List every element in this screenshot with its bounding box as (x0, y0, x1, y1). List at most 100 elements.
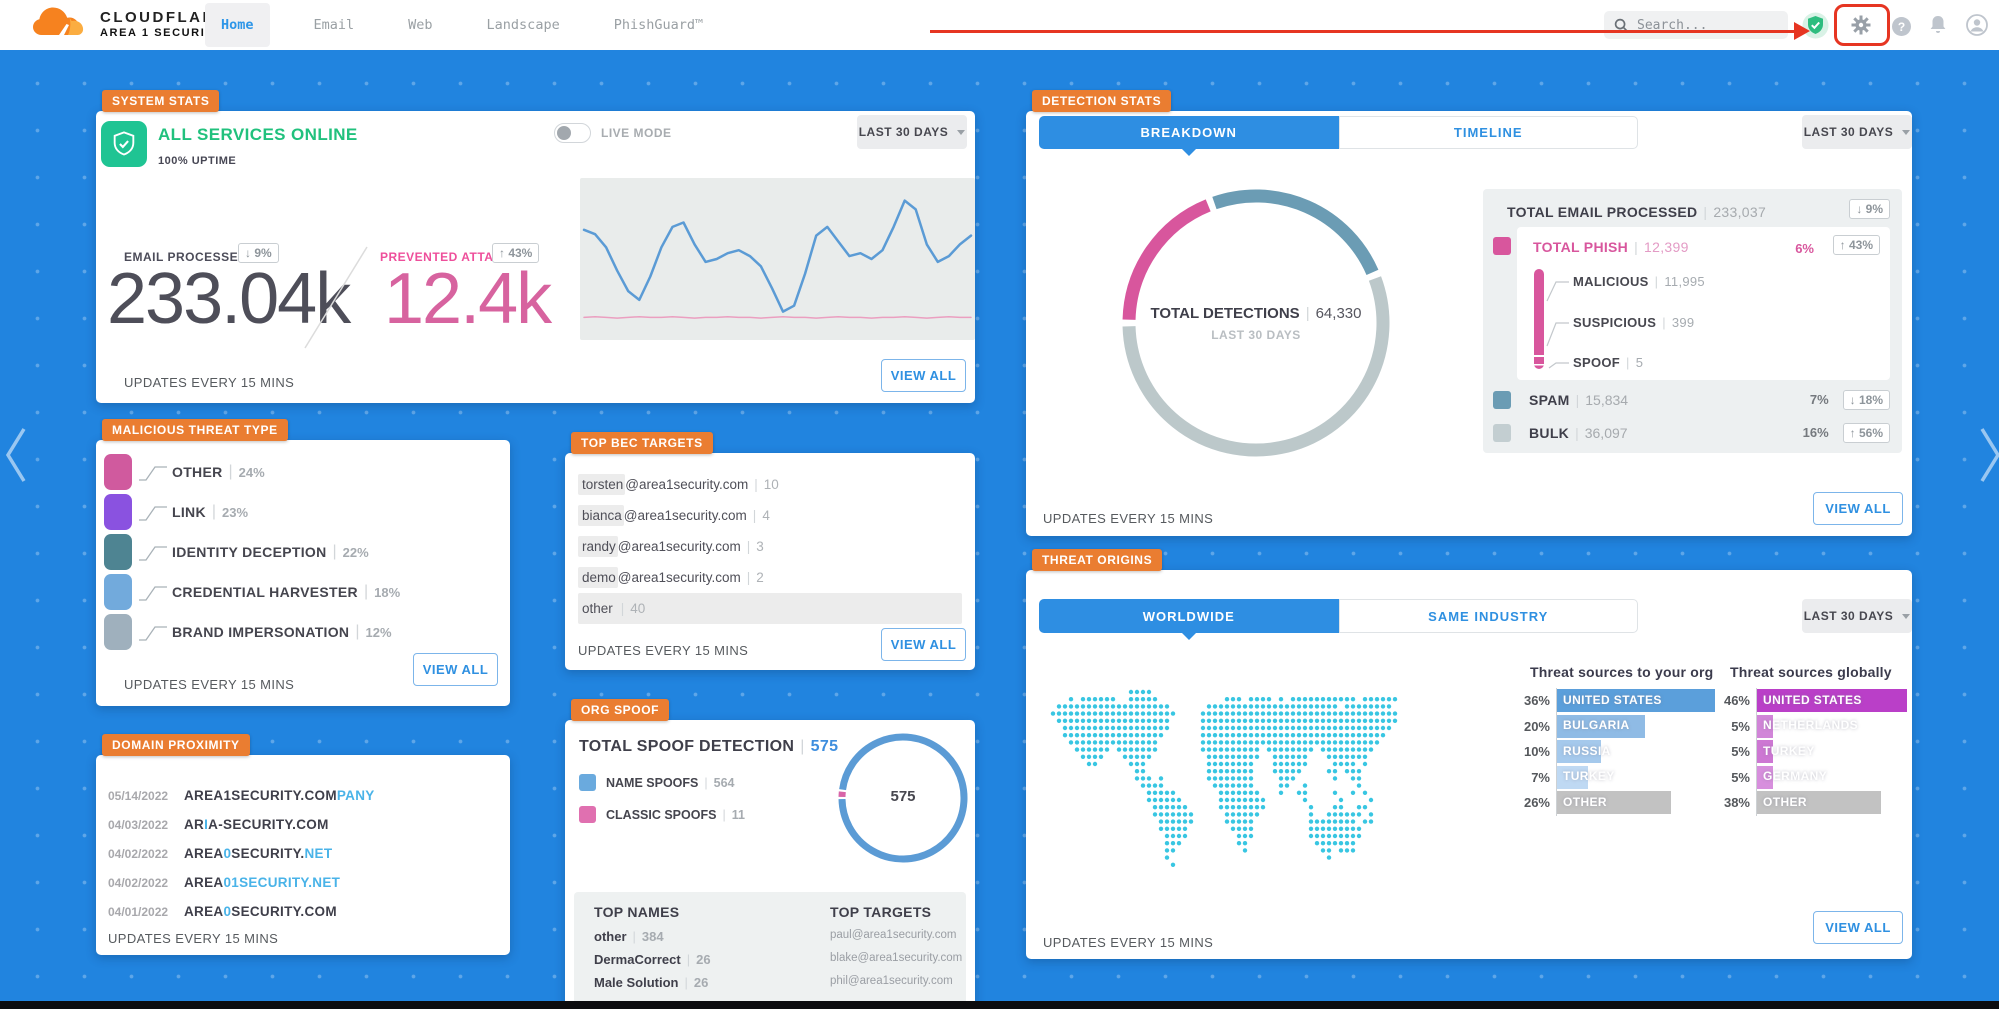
view-all-button[interactable]: VIEW ALL (1813, 911, 1903, 944)
top-target-row: blake@area1security.com (830, 952, 963, 964)
spoof-donut-center-value: 575 (890, 787, 916, 805)
domain-name: ARIA-SECURITY.COM (184, 817, 329, 832)
card-badge: DOMAIN PROXIMITY (102, 734, 250, 756)
search-input[interactable]: Search... (1604, 11, 1788, 39)
origin-pct: 7% (1531, 769, 1550, 785)
account-user-icon[interactable] (1966, 14, 1988, 41)
bar-list: 46% UNITED STATES 5% NETHERLANDS 5% TURKEY 5% G… (1716, 688, 1928, 816)
sub-label: SUSPICIOUS (1573, 315, 1657, 330)
system-stats-card: SYSTEM STATS ALL SERVICES ONLINE 100% UP… (96, 90, 975, 403)
view-all-button[interactable]: VIEW ALL (881, 359, 966, 392)
top-name-row: Male Solution | 26 (594, 975, 711, 998)
total-phish-value: 12,399 (1644, 239, 1689, 255)
range-label: LAST 30 DAYS (858, 125, 949, 139)
bec-email: other (578, 601, 615, 616)
view-all-button[interactable]: VIEW ALL (1813, 492, 1903, 525)
top-name-count: 384 (641, 929, 664, 944)
origin-bar (1757, 689, 1907, 712)
card-badge: DETECTION STATS (1032, 90, 1172, 112)
detection-label: BULK (1529, 424, 1570, 441)
origin-bar (1557, 765, 1588, 789)
help-icon[interactable]: ? (1892, 17, 1911, 36)
sub-value: 399 (1671, 315, 1695, 330)
threat-type-pct: 18% (374, 584, 401, 600)
legend-color-chip (104, 454, 132, 490)
bec-target-row: demo @area1security.com | 2 (578, 562, 962, 593)
toggle-knob (557, 126, 571, 140)
threat-type-pct: 22% (342, 544, 369, 560)
range-label: LAST 30 DAYS (1803, 609, 1894, 623)
tab-worldwide[interactable]: WORLDWIDE (1039, 599, 1339, 640)
tab-breakdown[interactable]: BREAKDOWN (1039, 116, 1339, 156)
bec-email: randy @area1security.com (578, 536, 741, 557)
nav-item-home[interactable]: Home (205, 3, 270, 47)
carousel-prev-button[interactable] (4, 425, 30, 490)
legend-color-chip (579, 806, 596, 823)
bottom-bar (0, 1001, 1999, 1009)
range-dropdown[interactable]: LAST 30 DAYS (1802, 115, 1912, 149)
range-dropdown[interactable]: LAST 30 DAYS (1802, 599, 1912, 633)
bec-email-highlight: torsten (578, 474, 626, 495)
detection-delta: ↑ 56% (1842, 422, 1890, 443)
bec-count: 3 (756, 539, 764, 554)
origin-pct: 5% (1731, 718, 1750, 734)
legend-count: 564 (713, 775, 735, 790)
live-mode-toggle[interactable] (554, 123, 591, 143)
carousel-next-button[interactable] (1976, 425, 1999, 490)
nav-item-landscape[interactable]: Landscape (486, 17, 560, 33)
prevented-attacks-value: 12.4k (384, 259, 552, 339)
origin-bar (1757, 765, 1774, 789)
origin-bar-row: 26% OTHER (1516, 790, 1728, 816)
divider-pipe: | (228, 463, 233, 480)
tab-timeline[interactable]: TIMELINE (1338, 116, 1638, 149)
donut-center-subtext: LAST 30 DAYS (1211, 327, 1301, 342)
top-targets-list: paul@area1security.com blake@area1securit… (830, 929, 962, 998)
divider-pipe: | (1654, 274, 1659, 289)
tab-same-industry[interactable]: SAME INDUSTRY (1338, 599, 1638, 633)
divider-pipe: | (363, 583, 369, 600)
view-all-button[interactable]: VIEW ALL (881, 628, 966, 661)
domain-name: AREA0SECURITY.COM (184, 904, 337, 919)
threat-type-pct: 12% (365, 624, 392, 640)
nav-item-phishguard[interactable]: PhishGuard™ (613, 17, 704, 33)
threat-type-row: CREDENTIAL HARVESTER | 18% (96, 572, 502, 612)
card-badge: SYSTEM STATS (102, 90, 220, 112)
view-all-button[interactable]: VIEW ALL (413, 653, 498, 686)
spoof-donut-chart: 575 (833, 726, 973, 866)
updates-note: UPDATES EVERY 15 MINS (124, 677, 295, 692)
divider-pipe: | (722, 807, 726, 822)
divider-pipe: | (746, 539, 751, 554)
brand-line1: CLOUDFLARE (100, 9, 229, 26)
origin-bar-row: 5% GERMANY (1716, 764, 1928, 790)
divider-pipe: | (1575, 391, 1580, 408)
settings-gear-icon[interactable] (1850, 14, 1872, 41)
spoof-breakdown-box: TOP NAMES other | 384 DermaCorrect | 26 Male S… (574, 892, 966, 1009)
domain-part: AREA (184, 875, 224, 890)
range-dropdown[interactable]: LAST 30 DAYS (857, 115, 967, 149)
notifications-bell-icon[interactable] (1928, 14, 1948, 41)
world-dot-map (1039, 680, 1405, 886)
bec-email-rest: @area1security.com (623, 508, 747, 523)
threat-type-row: OTHER | 24% (96, 452, 502, 492)
total-phish-label: TOTAL PHISH (1533, 239, 1629, 255)
brand-logo[interactable]: CLOUDFLARE AREA 1 SECURITY (28, 4, 228, 44)
origin-bar-row: 20% BULGARIA (1516, 713, 1728, 739)
cloudflare-cloud-icon (33, 7, 84, 35)
origin-bar-row: 46% UNITED STATES (1716, 688, 1928, 714)
sub-value: 5 (1635, 355, 1644, 370)
total-email-delta: ↓ 9% (1849, 199, 1890, 219)
card-badge: MALICIOUS THREAT TYPE (102, 419, 288, 441)
connector-line (139, 546, 167, 561)
bar-list: 36% UNITED STATES 20% BULGARIA 10% RUSSIA 7% TU… (1516, 688, 1728, 816)
bec-email: demo @area1security.com (578, 567, 741, 588)
top-targets-column: TOP TARGETS paul@area1security.com blake@… (830, 904, 962, 998)
bec-count: 40 (630, 601, 646, 616)
bec-target-row: bianca @area1security.com | 4 (578, 500, 962, 531)
column-header: Threat sources to your org (1530, 664, 1714, 680)
domain-date: 04/03/2022 (108, 817, 169, 832)
nav-item-email[interactable]: Email (313, 17, 355, 33)
origin-bar-zone: BULGARIA (1556, 713, 1728, 739)
origin-bar-row: 10% RUSSIA (1516, 739, 1728, 765)
nav-item-web[interactable]: Web (408, 17, 433, 33)
total-email-label: TOTAL EMAIL PROCESSED (1507, 204, 1698, 220)
